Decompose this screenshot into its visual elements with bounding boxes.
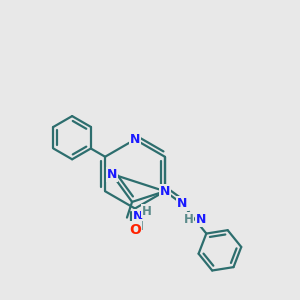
- Text: N: N: [196, 213, 206, 226]
- Text: N: N: [106, 167, 117, 181]
- Text: N: N: [160, 185, 170, 198]
- Text: N: N: [133, 210, 144, 223]
- Text: H: H: [134, 220, 143, 233]
- Text: H: H: [142, 205, 152, 218]
- Text: O: O: [129, 223, 141, 236]
- Text: N: N: [130, 133, 140, 146]
- Text: N: N: [177, 197, 188, 210]
- Text: H: H: [184, 213, 194, 226]
